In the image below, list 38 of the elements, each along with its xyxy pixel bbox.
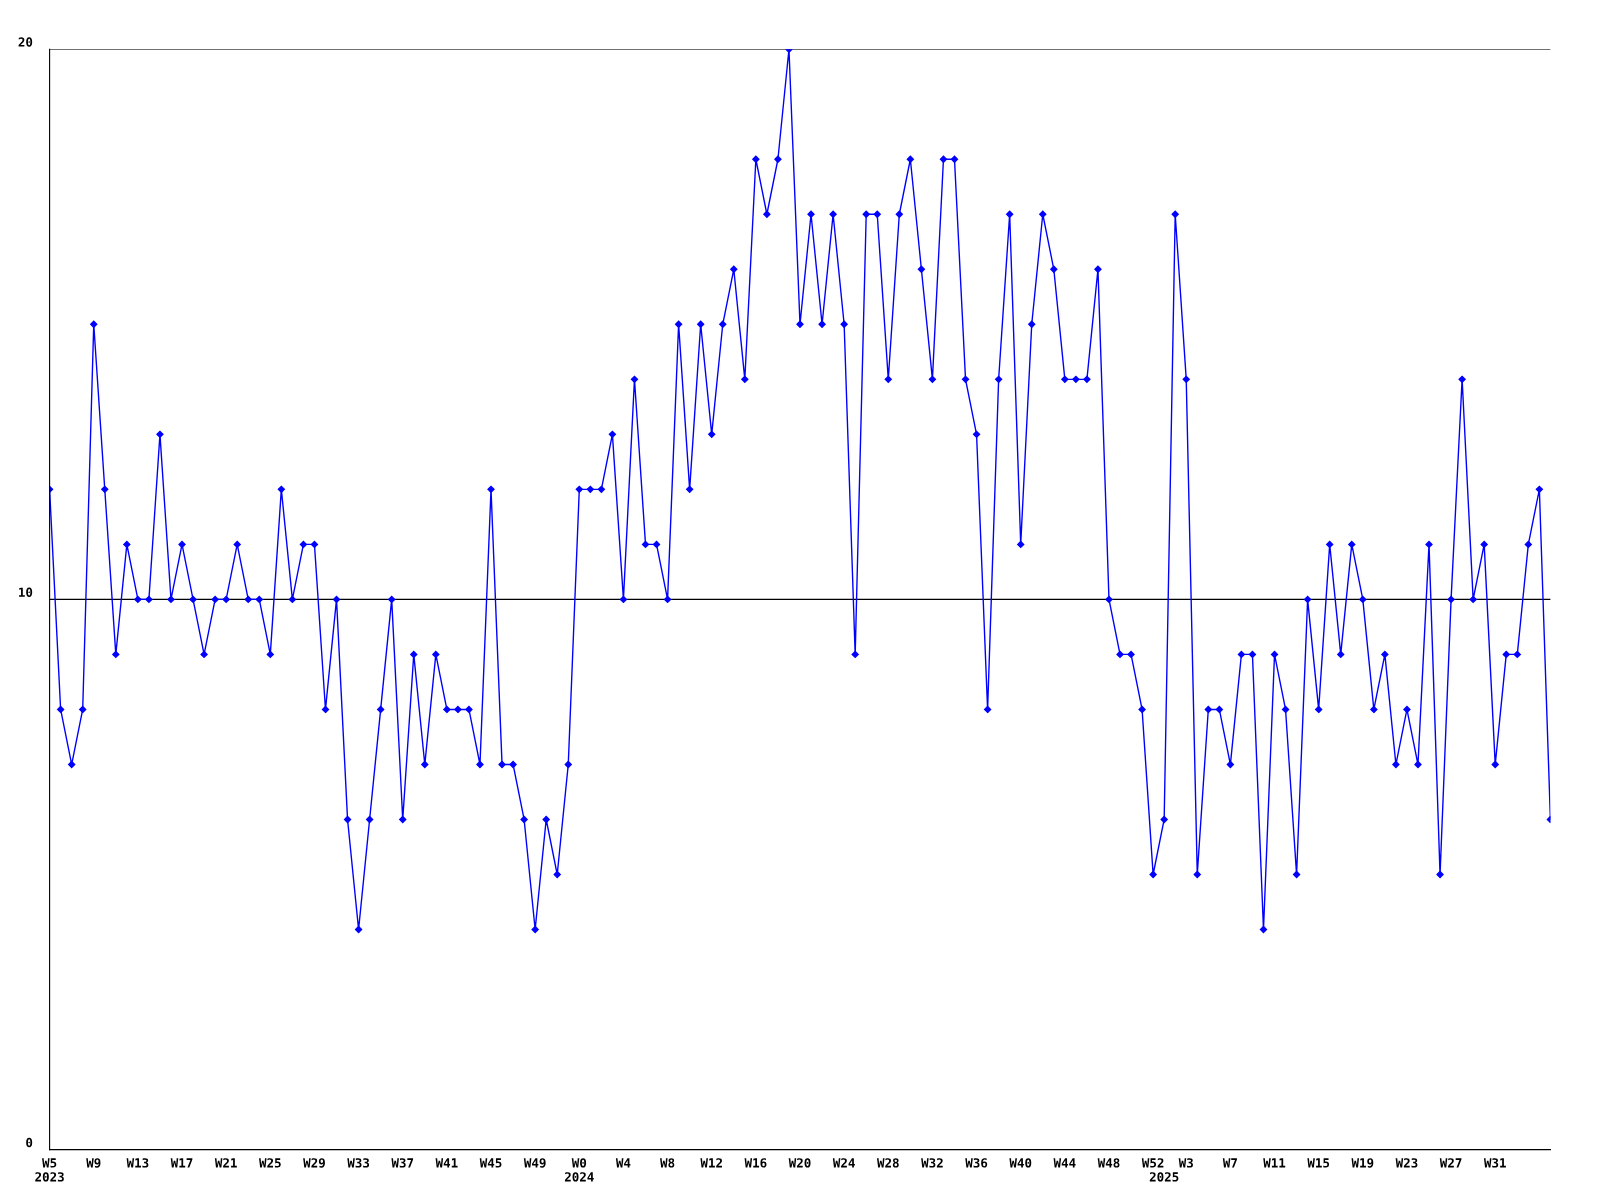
x-tick-label: W5 2023 xyxy=(35,1158,64,1182)
x-tick-label: W11 xyxy=(1263,1158,1286,1168)
x-tick-label: W45 xyxy=(479,1158,502,1168)
x-tick-label: W37 xyxy=(391,1158,414,1168)
x-tick-label: W20 xyxy=(788,1158,811,1168)
x-tick-label: W40 xyxy=(1009,1158,1032,1168)
x-tick-label: W36 xyxy=(965,1158,988,1168)
x-tick-label: W0 2024 xyxy=(564,1158,594,1182)
x-tick-label: W19 xyxy=(1351,1158,1374,1168)
x-tick-label: W7 xyxy=(1222,1158,1237,1168)
x-tick-label: 2025 xyxy=(1149,1172,1179,1182)
x-tick-label: W27 xyxy=(1439,1158,1462,1168)
x-tick-label: W52 xyxy=(1141,1158,1164,1168)
x-tick-label: W25 xyxy=(259,1158,281,1168)
x-tick-label: W15 xyxy=(1307,1158,1330,1168)
x-tick-label: W24 xyxy=(832,1158,855,1168)
y-tick-label: 0 xyxy=(26,1137,33,1148)
x-tick-label: W31 xyxy=(1483,1158,1506,1168)
x-tick-label: W49 xyxy=(523,1158,546,1168)
x-tick-label: W12 xyxy=(700,1158,722,1168)
x-tick-label: W48 xyxy=(1097,1158,1120,1168)
x-tick-label: W3 xyxy=(1178,1158,1193,1168)
x-tick-label: W44 xyxy=(1053,1158,1076,1168)
x-tick-label: W9 xyxy=(86,1158,101,1168)
x-tick-label: W33 xyxy=(347,1158,370,1168)
x-tick-label: W16 xyxy=(744,1158,767,1168)
x-tick-label: W28 xyxy=(876,1158,899,1168)
x-tick-label: W29 xyxy=(303,1158,325,1168)
y-tick-label: 10 xyxy=(19,587,33,597)
x-tick-label: W32 xyxy=(921,1158,943,1168)
x-tick-label: W41 xyxy=(435,1158,458,1168)
x-tick-label: W13 xyxy=(126,1158,149,1168)
y-tick-label: 20 xyxy=(18,37,33,47)
x-tick-label: W23 xyxy=(1395,1158,1418,1168)
x-tick-label: W17 xyxy=(170,1158,193,1168)
x-tick-label: W21 xyxy=(214,1158,237,1168)
x-tick-label: W4 xyxy=(615,1158,631,1168)
x-tick-label: W8 xyxy=(660,1158,675,1168)
